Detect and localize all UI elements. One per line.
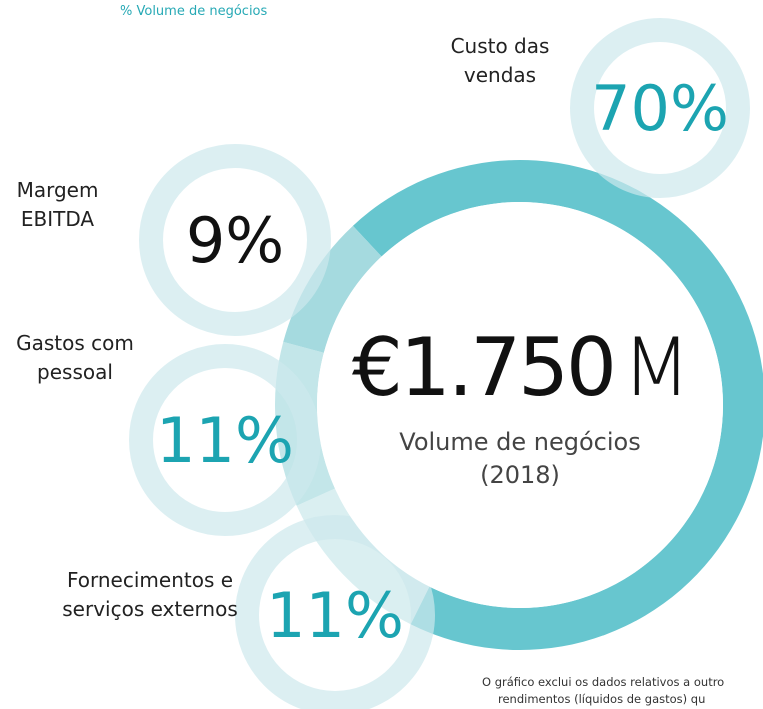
- value-label: 70%: [591, 72, 729, 145]
- category-label: Gastos com pessoal: [16, 331, 134, 384]
- center-value: €1.750 M: [352, 321, 688, 414]
- center-sublabel: (2018): [480, 461, 560, 489]
- bubble-ring: [129, 344, 321, 536]
- value-label: 11%: [156, 404, 294, 477]
- bubble-ring: [139, 144, 331, 336]
- note-line: O gráfico exclui os dados relativos a ou…: [482, 675, 725, 689]
- center-disc: [317, 202, 723, 608]
- category-label: Custo das vendas: [450, 34, 550, 87]
- category-label: Fornecimentos e serviços externos: [62, 568, 238, 621]
- center-unit: M: [622, 321, 688, 414]
- note: O gráfico exclui os dados relativos a ou…: [482, 674, 724, 708]
- category-label: Margem EBITDA: [16, 178, 99, 231]
- value-label: 9%: [186, 204, 284, 277]
- donut-segment: [352, 160, 763, 650]
- center-label: Volume de negócios: [399, 428, 640, 456]
- value-label: 11%: [266, 579, 404, 652]
- center-number: €1.750: [352, 321, 614, 414]
- bubble-ring: [235, 515, 435, 709]
- bubble-ring: [570, 18, 750, 198]
- note-line: rendimentos (líquidos de gastos) qu: [498, 692, 706, 706]
- subtitle: % Volume de negócios: [120, 4, 268, 19]
- donut-segment: [283, 225, 382, 353]
